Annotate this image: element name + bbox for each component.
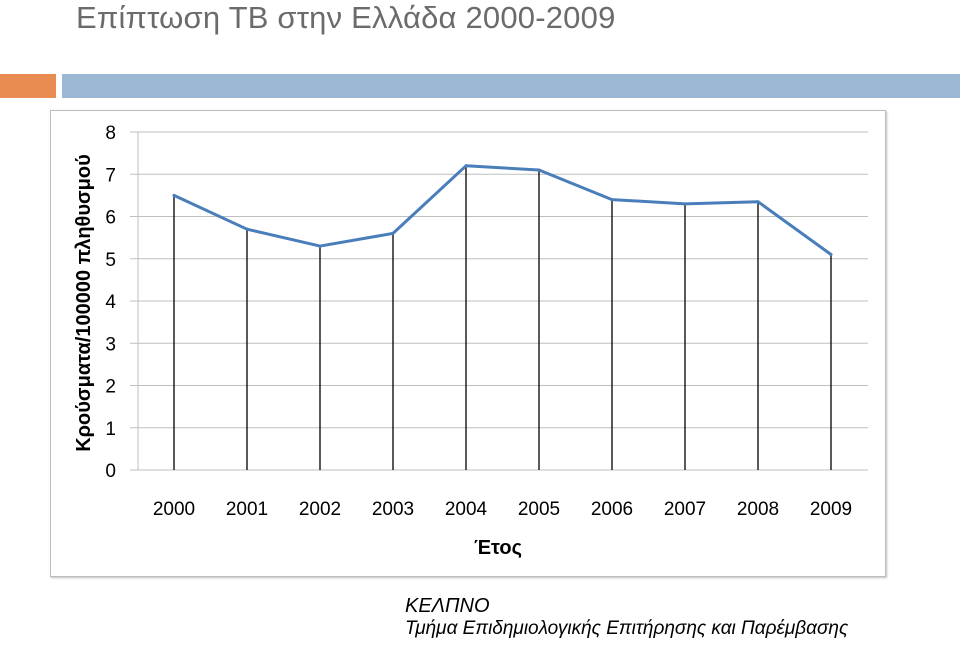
- x-tick-label: 2002: [299, 499, 341, 520]
- y-tick-label: 7: [105, 165, 116, 186]
- y-tick-label: 6: [105, 208, 116, 229]
- y-tick-label: 8: [105, 123, 116, 144]
- x-tick-label: 2003: [372, 499, 414, 520]
- x-tick-label: 2007: [664, 499, 706, 520]
- data-point-2006: [610, 198, 614, 202]
- x-tick-label: 2004: [445, 499, 488, 520]
- x-tick-label: 2006: [591, 499, 633, 520]
- x-tick-label: 2001: [226, 499, 268, 520]
- drop-lines: [173, 165, 832, 470]
- source-department: Τμήμα Επιδημιολογικής Επιτήρησης και Παρ…: [405, 618, 849, 639]
- y-tick-labels: 0 1 2 3 4 5 6 7 8: [105, 123, 116, 482]
- source-organization: ΚΕΛΠΝΟ: [405, 595, 490, 617]
- series-layer: [172, 164, 833, 257]
- data-point-2002: [318, 244, 322, 248]
- y-tick-label: 1: [105, 419, 116, 440]
- data-point-2000: [172, 193, 176, 197]
- x-tick-label: 2000: [153, 499, 195, 520]
- series-line: [172, 164, 833, 257]
- y-tick-label: 0: [105, 461, 116, 482]
- accent-bar-blue: [62, 74, 960, 98]
- x-tick-labels: 2000 2001 2002 2003 2004 2005 2006 2007 2008 2009: [153, 499, 852, 520]
- x-axis-label: Έτος: [474, 537, 522, 559]
- source-note: ΚΕΛΠΝΟ Τμήμα Επιδημιολογικής Επιτήρησης …: [405, 594, 848, 640]
- y-tick-label: 2: [105, 377, 116, 398]
- y-tick-label: 5: [105, 250, 116, 271]
- x-tick-label: 2009: [810, 499, 852, 520]
- data-point-2003: [391, 231, 395, 235]
- data-point-2001: [245, 227, 249, 231]
- y-tick-label: 3: [105, 334, 116, 355]
- data-point-2004: [464, 164, 468, 168]
- data-point-2007: [683, 202, 687, 206]
- page-title: Επίπτωση ΤΒ στην Ελλάδα 2000-2009: [76, 0, 616, 35]
- data-point-2005: [537, 168, 541, 172]
- accent-bar-orange: [0, 74, 56, 98]
- x-tick-label: 2008: [737, 499, 779, 520]
- grid-layer: [130, 131, 868, 471]
- data-point-2008: [756, 200, 760, 204]
- data-point-2009: [829, 253, 833, 257]
- y-tick-label: 4: [105, 292, 116, 313]
- y-axis-label: Κρούσματα/100000 πληθυσμού: [73, 154, 95, 452]
- x-tick-label: 2005: [518, 499, 560, 520]
